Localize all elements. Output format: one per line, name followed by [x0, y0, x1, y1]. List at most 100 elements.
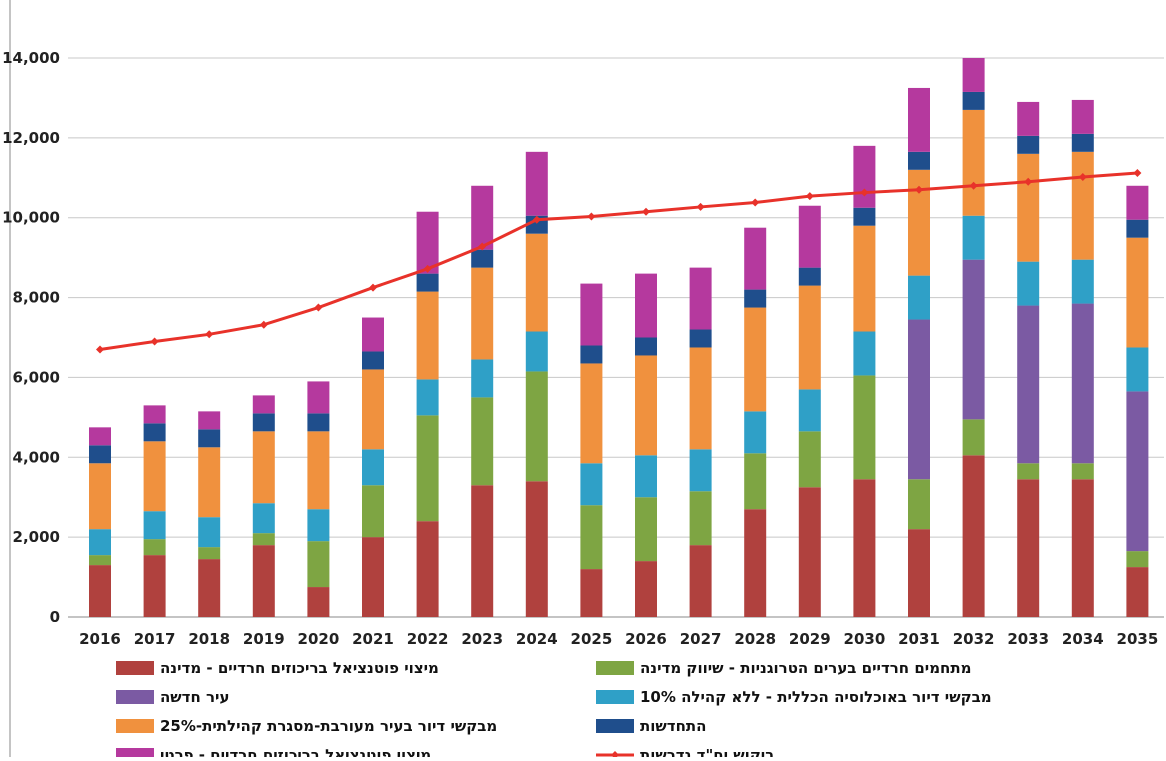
bar-segment — [689, 491, 712, 546]
bar-segment — [362, 537, 384, 617]
bar-segment — [798, 487, 821, 617]
bar-segment — [252, 545, 275, 617]
bar-segment — [580, 463, 603, 506]
x-axis-tick-labels: 2016 2017 2018 2019 2020 2021 2022 2023 2024 2025… — [79, 630, 1158, 648]
demand-point — [805, 192, 814, 201]
bar-segment — [362, 317, 384, 352]
bar-segment — [580, 345, 603, 364]
bar-segment — [853, 479, 876, 617]
bar-segment — [471, 485, 494, 617]
bar-segment — [798, 389, 821, 432]
bar-segment — [908, 151, 930, 170]
bar-segment — [143, 539, 166, 556]
bar-segment — [962, 109, 985, 216]
x-tick-label: 2026 — [625, 630, 667, 648]
x-tick-label: 2020 — [298, 630, 340, 648]
demand-point — [587, 212, 596, 221]
bar-segment — [525, 331, 548, 372]
bar-segment — [307, 413, 330, 432]
bar-segment — [362, 369, 384, 450]
bar-segment — [635, 561, 657, 617]
bar-segment — [689, 267, 712, 330]
x-tick-label: 2016 — [79, 630, 121, 648]
bar-segment — [89, 445, 111, 464]
bar-segment — [1126, 347, 1149, 392]
bar-segment — [853, 331, 876, 376]
legend-label: מבקשי דיור באוכלוסיה הכללית - ללא קהילה … — [640, 688, 992, 706]
legend-swatch — [116, 748, 154, 761]
demand-point — [259, 320, 268, 329]
bar-segment — [908, 87, 930, 152]
bar-segment — [689, 449, 712, 492]
bar-segment — [143, 441, 166, 512]
legend-swatch — [116, 661, 154, 675]
bar-segment — [908, 319, 930, 480]
demand-point — [1078, 172, 1087, 181]
bar-segment — [471, 185, 494, 250]
bar-segment — [744, 509, 767, 617]
demand-point — [1024, 177, 1033, 186]
x-tick-label: 2017 — [134, 630, 176, 648]
x-tick-label: 2018 — [188, 630, 230, 648]
bar-segment — [1071, 99, 1094, 134]
bar-segment — [471, 249, 494, 268]
x-tick-label: 2022 — [407, 630, 449, 648]
x-tick-label: 2027 — [680, 630, 722, 648]
bar-segment — [908, 275, 930, 320]
bar-segment — [580, 505, 603, 570]
legend-swatch-marker — [611, 751, 619, 759]
bar-segment — [307, 509, 330, 542]
demand-line — [96, 168, 1142, 354]
bar-segment — [580, 283, 603, 346]
demand-point — [150, 337, 159, 346]
bar-segment — [252, 395, 275, 414]
bar-segment — [89, 565, 111, 617]
bar-segment — [689, 329, 712, 348]
y-tick-label: 4,000 — [13, 448, 60, 466]
bar-segment — [1017, 463, 1040, 480]
bar-segment — [1126, 185, 1149, 220]
bar-segment — [307, 541, 330, 588]
bar-segment — [908, 529, 930, 617]
legend-label: מיצוי פוטנציאל בריכוזים חרדיים - מדינה — [160, 659, 439, 677]
legend: מיצוי פוטנציאל בריכוזים חרדיים - מדינה מת… — [116, 659, 992, 761]
bar-segment — [962, 259, 985, 420]
bar-segment — [962, 215, 985, 260]
bar-segment — [143, 423, 166, 442]
bar-segment — [689, 545, 712, 617]
bar-segment — [143, 511, 166, 540]
bar-segment — [744, 307, 767, 412]
demand-point — [96, 345, 104, 354]
bar-segment — [416, 415, 439, 522]
bar-segment — [1126, 551, 1149, 568]
x-tick-label: 2023 — [461, 630, 503, 648]
bar-segment — [1017, 261, 1040, 306]
bar-segment — [1126, 391, 1149, 552]
x-tick-label: 2035 — [1117, 630, 1159, 648]
bar-segment — [1126, 219, 1149, 238]
bar-segment — [1017, 101, 1040, 136]
legend-swatch — [596, 719, 634, 733]
bar-segment — [89, 463, 111, 530]
bar-segment — [635, 455, 657, 498]
legend-swatch — [596, 690, 634, 704]
bar-segment — [143, 555, 166, 617]
bar-segment — [362, 351, 384, 370]
x-tick-label: 2019 — [243, 630, 285, 648]
demand-point — [860, 188, 869, 197]
x-tick-label: 2032 — [953, 630, 995, 648]
x-tick-label: 2025 — [571, 630, 613, 648]
legend-label: מיצוי פוטנציאל בריכוזים חרדיים - פרטי — [160, 746, 431, 757]
bar-segment — [635, 273, 657, 338]
bar-segment — [798, 285, 821, 390]
bar-segment — [853, 145, 876, 208]
bar-segment — [1017, 305, 1040, 464]
bar-segment — [635, 355, 657, 456]
x-tick-label: 2024 — [516, 630, 558, 648]
bar-segment — [416, 291, 439, 380]
bar-segment — [744, 411, 767, 454]
demand-point — [478, 242, 487, 251]
bar-segment — [525, 233, 548, 332]
demand-point — [696, 202, 705, 211]
